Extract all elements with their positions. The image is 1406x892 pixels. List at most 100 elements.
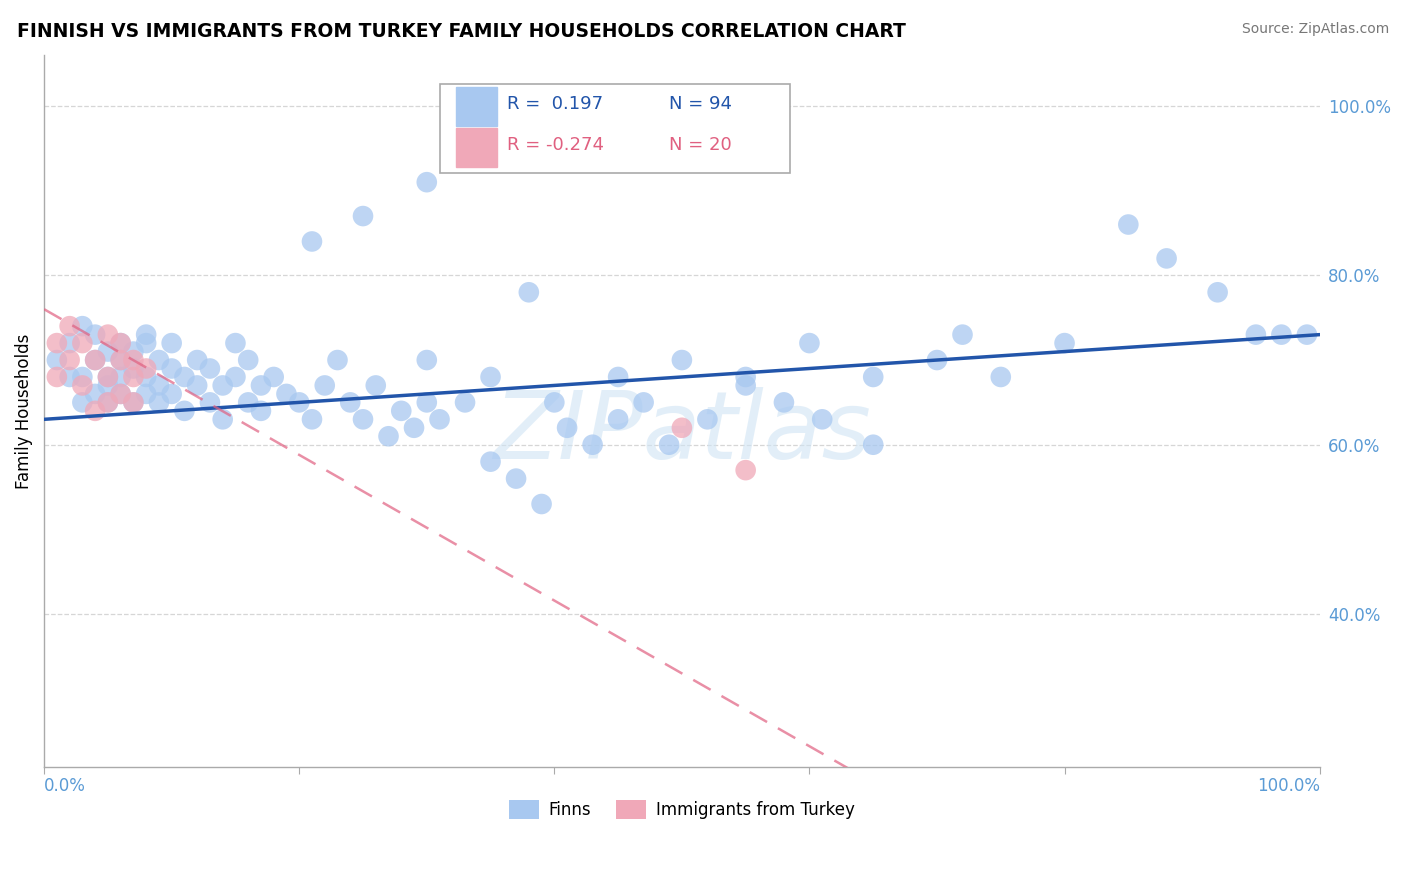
Point xyxy=(671,353,693,368)
Point xyxy=(263,370,285,384)
Point xyxy=(1244,327,1267,342)
Point xyxy=(862,438,884,452)
Point xyxy=(84,353,107,368)
Point xyxy=(45,336,67,351)
Point xyxy=(84,404,107,418)
Point xyxy=(135,370,157,384)
Point xyxy=(658,438,681,452)
Point xyxy=(479,370,502,384)
Point xyxy=(72,370,94,384)
Point xyxy=(84,387,107,401)
Point xyxy=(811,412,834,426)
Point xyxy=(198,395,221,409)
Point xyxy=(402,421,425,435)
Point xyxy=(517,285,540,300)
Point xyxy=(97,395,120,409)
FancyBboxPatch shape xyxy=(456,87,496,126)
Point xyxy=(314,378,336,392)
Point xyxy=(198,361,221,376)
Point xyxy=(224,336,246,351)
Text: FINNISH VS IMMIGRANTS FROM TURKEY FAMILY HOUSEHOLDS CORRELATION CHART: FINNISH VS IMMIGRANTS FROM TURKEY FAMILY… xyxy=(17,22,905,41)
Point xyxy=(734,463,756,477)
Point xyxy=(72,336,94,351)
Point xyxy=(238,395,260,409)
Point xyxy=(186,353,208,368)
Point xyxy=(97,327,120,342)
Point xyxy=(416,175,439,189)
Text: 0.0%: 0.0% xyxy=(44,777,86,795)
Point xyxy=(607,370,630,384)
Point xyxy=(429,412,451,426)
Point xyxy=(135,327,157,342)
Point xyxy=(389,404,412,418)
Point xyxy=(110,336,132,351)
Point xyxy=(45,353,67,368)
Point xyxy=(734,370,756,384)
Point xyxy=(530,497,553,511)
Point xyxy=(990,370,1012,384)
Text: R = -0.274: R = -0.274 xyxy=(508,136,605,154)
Point xyxy=(224,370,246,384)
FancyBboxPatch shape xyxy=(456,128,496,167)
Point xyxy=(59,336,82,351)
Point xyxy=(97,370,120,384)
Point xyxy=(148,378,170,392)
Point xyxy=(97,395,120,409)
Point xyxy=(122,361,145,376)
Point xyxy=(173,370,195,384)
Point xyxy=(1206,285,1229,300)
Point xyxy=(543,395,565,409)
Point xyxy=(1156,252,1178,266)
Point xyxy=(135,361,157,376)
Point xyxy=(862,370,884,384)
Point xyxy=(352,209,374,223)
Point xyxy=(952,327,974,342)
Point xyxy=(454,395,477,409)
Point xyxy=(301,412,323,426)
Point xyxy=(1118,218,1140,232)
Point xyxy=(173,404,195,418)
Point xyxy=(122,395,145,409)
Point xyxy=(607,412,630,426)
Point xyxy=(1270,327,1292,342)
Point xyxy=(160,387,183,401)
Point xyxy=(110,387,132,401)
Point xyxy=(1296,327,1319,342)
Point xyxy=(186,378,208,392)
Point xyxy=(110,370,132,384)
Point xyxy=(148,395,170,409)
Text: N = 94: N = 94 xyxy=(669,95,733,113)
Point xyxy=(122,344,145,359)
Text: N = 20: N = 20 xyxy=(669,136,733,154)
Point xyxy=(97,378,120,392)
Point xyxy=(97,344,120,359)
Point xyxy=(377,429,399,443)
Point xyxy=(416,353,439,368)
Point xyxy=(84,353,107,368)
Point xyxy=(97,370,120,384)
Point xyxy=(59,353,82,368)
Text: 100.0%: 100.0% xyxy=(1257,777,1320,795)
Point xyxy=(696,412,718,426)
Point xyxy=(160,336,183,351)
Point xyxy=(135,336,157,351)
Point xyxy=(238,353,260,368)
Point xyxy=(135,387,157,401)
Point xyxy=(1053,336,1076,351)
Text: Source: ZipAtlas.com: Source: ZipAtlas.com xyxy=(1241,22,1389,37)
Legend: Finns, Immigrants from Turkey: Finns, Immigrants from Turkey xyxy=(502,794,862,826)
Point xyxy=(84,327,107,342)
Point xyxy=(122,370,145,384)
Point xyxy=(160,361,183,376)
Point xyxy=(211,412,233,426)
Point xyxy=(250,378,273,392)
Text: ZIPatlas: ZIPatlas xyxy=(494,387,870,478)
Point xyxy=(925,353,948,368)
Point xyxy=(479,455,502,469)
Point xyxy=(799,336,821,351)
Point xyxy=(773,395,796,409)
Point xyxy=(110,353,132,368)
Point xyxy=(555,421,578,435)
Point xyxy=(59,370,82,384)
Point xyxy=(250,404,273,418)
